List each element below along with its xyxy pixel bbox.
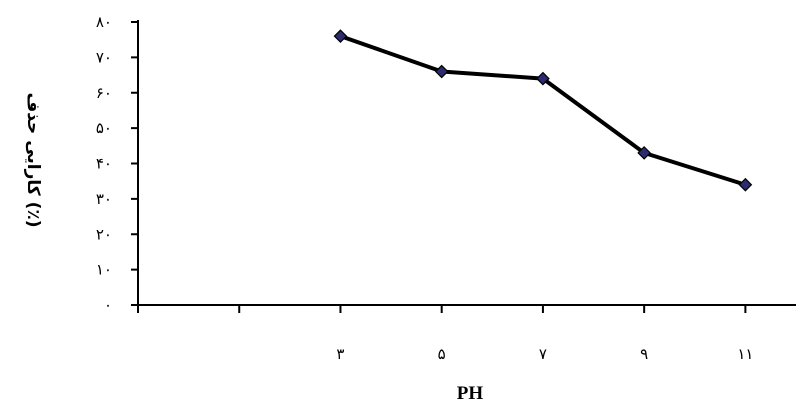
data-series <box>333 29 753 192</box>
y-tick-label: ۸۰ <box>96 13 112 31</box>
x-tick-label: ۹ <box>640 345 648 363</box>
data-point-marker <box>333 29 348 43</box>
x-axis-label: PH <box>457 383 484 404</box>
y-tick-label: ۷۰ <box>96 48 112 66</box>
y-tick-label: ۶۰ <box>96 84 112 102</box>
y-tick-label: ۵۰ <box>96 119 112 137</box>
axes <box>137 20 796 306</box>
data-point-marker <box>738 177 753 192</box>
data-point-marker <box>536 71 550 86</box>
y-axis-ticks: ۰ ۱۰ ۲۰ ۳۰ ۴۰ ۵۰ ۶۰ ۷۰ ۸۰ <box>96 13 138 314</box>
x-tick-label: ۳ <box>336 345 344 363</box>
y-axis-label: کارایی حذف (٪) <box>23 92 43 227</box>
data-point-marker <box>637 146 652 160</box>
y-tick-label: ۱۰ <box>96 261 112 279</box>
x-axis-ticks: ۳ ۵ ۷ ۹ ۱۱ <box>137 305 753 363</box>
y-tick-label: ۴۰ <box>96 155 112 173</box>
y-tick-label: ۳۰ <box>96 190 112 208</box>
y-tick-label: ۲۰ <box>96 225 112 243</box>
data-point-marker <box>434 64 449 79</box>
x-tick-label: ۷ <box>539 345 547 363</box>
x-tick-label: ۱۱ <box>737 345 753 363</box>
y-tick-label: ۰ <box>104 296 112 314</box>
series-line <box>339 34 746 187</box>
x-tick-label: ۵ <box>438 345 446 363</box>
